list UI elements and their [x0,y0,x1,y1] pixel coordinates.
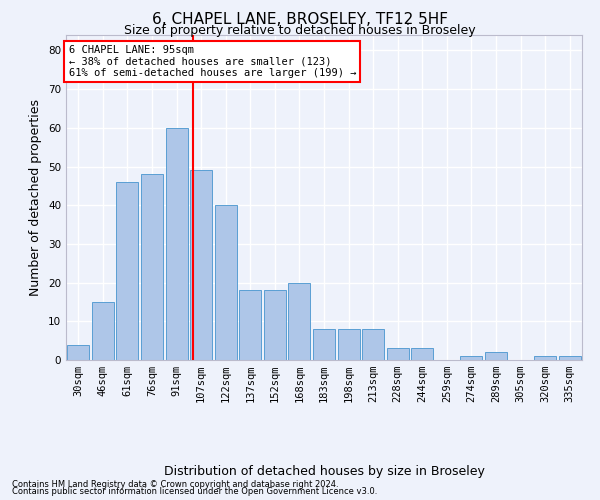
Bar [289,282,310,360]
Bar [67,344,89,360]
Bar [534,356,556,360]
Bar [264,290,286,360]
Bar [239,290,262,360]
Bar [338,329,359,360]
Bar [313,329,335,360]
Bar [92,302,114,360]
Bar [559,356,581,360]
Y-axis label: Number of detached properties: Number of detached properties [29,99,43,296]
Bar [190,170,212,360]
Text: Contains HM Land Registry data © Crown copyright and database right 2024.: Contains HM Land Registry data © Crown c… [12,480,338,489]
Text: 6 CHAPEL LANE: 95sqm
← 38% of detached houses are smaller (123)
61% of semi-deta: 6 CHAPEL LANE: 95sqm ← 38% of detached h… [68,45,356,78]
Bar [411,348,433,360]
Bar [386,348,409,360]
Text: Contains public sector information licensed under the Open Government Licence v3: Contains public sector information licen… [12,488,377,496]
Bar [485,352,507,360]
Text: 6, CHAPEL LANE, BROSELEY, TF12 5HF: 6, CHAPEL LANE, BROSELEY, TF12 5HF [152,12,448,28]
Text: Size of property relative to detached houses in Broseley: Size of property relative to detached ho… [124,24,476,37]
Bar [116,182,139,360]
Bar [141,174,163,360]
Bar [215,205,237,360]
Bar [166,128,188,360]
X-axis label: Distribution of detached houses by size in Broseley: Distribution of detached houses by size … [164,465,484,478]
Bar [460,356,482,360]
Bar [362,329,384,360]
